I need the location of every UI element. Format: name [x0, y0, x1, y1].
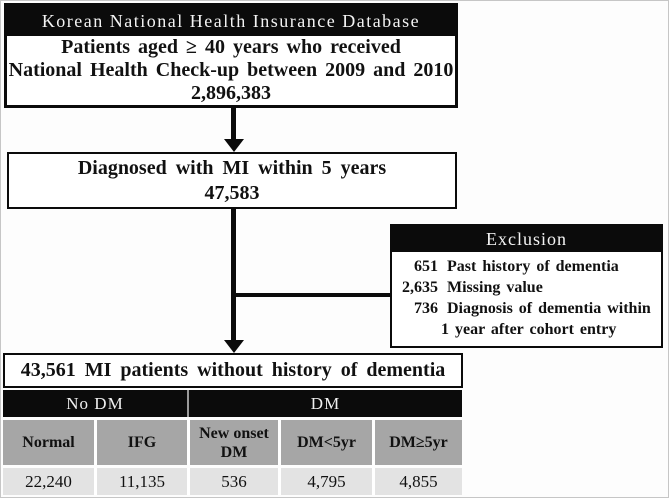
mi-box: Diagnosed with MI within 5 years 47,583: [7, 152, 457, 209]
exclusion-label: Past history of dementia: [447, 258, 619, 275]
exclusion-branch-line: [234, 293, 390, 297]
col-header-normal: Normal: [3, 420, 94, 465]
value-cell-normal: 22,240: [3, 468, 94, 495]
exclusion-label: Missing value: [447, 279, 543, 296]
group-header-dm: DM: [189, 390, 462, 417]
mi-line: Diagnosed with MI within 5 years: [77, 156, 387, 179]
exclusion-box-title: Exclusion: [392, 226, 661, 252]
value-cell-dm-lt-5yr: 4,795: [281, 468, 372, 495]
col-header-new-onset-dm: New onset DM: [190, 420, 278, 465]
dm-classification-table: No DM DM Normal IFG New onset DM DM<5yr …: [3, 390, 462, 495]
exclusion-item-continuation: 0 1 year after cohort entry: [392, 319, 661, 340]
table-value-row: 22,240 11,135 536 4,795 4,855: [3, 468, 462, 495]
mi-count: 47,583: [204, 181, 260, 204]
exclusion-label-continuation: 1 year after cohort entry: [441, 321, 617, 338]
exclusion-count: 2,635: [402, 279, 438, 296]
value-cell-dm-ge-5yr: 4,855: [375, 468, 462, 495]
col-header-ifg: IFG: [97, 420, 187, 465]
arrow-down-1-line: [231, 108, 236, 140]
population-description: Patients aged ≥ 40 years who received Na…: [7, 36, 455, 105]
value-cell-new-onset-dm: 536: [190, 468, 278, 495]
arrow-down-2-line: [231, 209, 236, 341]
exclusion-count: 736: [414, 300, 438, 317]
population-count: 2,896,383: [191, 82, 271, 104]
arrow-down-1-head: [224, 139, 244, 152]
arrow-down-2-head: [224, 340, 244, 353]
value-cell-ifg: 11,135: [97, 468, 187, 495]
population-line-2: National Health Check-up between 2009 an…: [8, 59, 454, 81]
database-box: Korean National Health Insurance Databas…: [4, 3, 458, 108]
database-box-title: Korean National Health Insurance Databas…: [7, 6, 455, 36]
exclusion-item: 2,635 Missing value: [392, 277, 661, 298]
group-header-no-dm: No DM: [3, 390, 187, 417]
cohort-label: 43,561 MI patients without history of de…: [20, 359, 446, 381]
table-column-header-row: Normal IFG New onset DM DM<5yr DM≥5yr: [3, 420, 462, 465]
exclusion-list: 651 Past history of dementia 2,635 Missi…: [392, 252, 661, 340]
exclusion-item: 651 Past history of dementia: [392, 256, 661, 277]
exclusion-count: 651: [414, 258, 438, 275]
exclusion-box: Exclusion 651 Past history of dementia 2…: [390, 224, 663, 348]
col-header-dm-ge-5yr: DM≥5yr: [375, 420, 462, 465]
population-line-1: Patients aged ≥ 40 years who received: [61, 36, 401, 58]
col-header-dm-lt-5yr: DM<5yr: [281, 420, 372, 465]
exclusion-label: Diagnosis of dementia within: [447, 300, 651, 317]
table-group-header-row: No DM DM: [3, 390, 462, 417]
exclusion-item: 736 Diagnosis of dementia within: [392, 298, 661, 319]
cohort-box: 43,561 MI patients without history of de…: [3, 353, 463, 388]
